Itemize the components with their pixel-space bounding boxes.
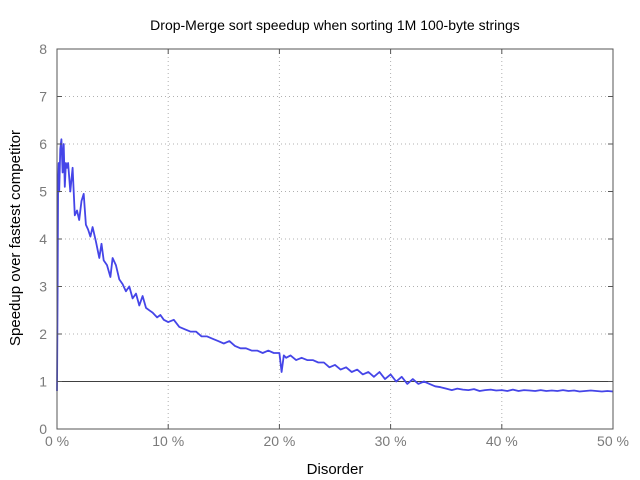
- chart-title: Drop-Merge sort speedup when sorting 1M …: [150, 17, 520, 33]
- y-axis-ticks: 0 1 2 3 4 5 6 7 8: [39, 41, 613, 437]
- x-axis-ticks: 0 % 10 % 20 % 30 % 40 % 50 %: [45, 49, 629, 449]
- y-tick-label: 6: [39, 136, 47, 152]
- y-tick-label: 7: [39, 89, 47, 105]
- x-tick-label: 50 %: [597, 433, 629, 449]
- y-tick-label: 0: [39, 421, 47, 437]
- x-tick-label: 10 %: [152, 433, 184, 449]
- y-tick-label: 4: [39, 231, 47, 247]
- y-tick-label: 5: [39, 184, 47, 200]
- x-tick-label: 30 %: [375, 433, 407, 449]
- x-axis-label: Disorder: [307, 461, 364, 478]
- x-tick-label: 0 %: [45, 433, 69, 449]
- y-tick-label: 1: [39, 374, 47, 390]
- x-tick-label: 20 %: [263, 433, 295, 449]
- y-tick-label: 8: [39, 41, 47, 57]
- series-group: [56, 138, 614, 393]
- y-tick-label: 2: [39, 326, 47, 342]
- series-line-1: [56, 138, 614, 393]
- y-axis-label: Speedup over fastest competitor: [7, 130, 24, 346]
- y-tick-label: 3: [39, 279, 47, 295]
- x-tick-label: 40 %: [486, 433, 518, 449]
